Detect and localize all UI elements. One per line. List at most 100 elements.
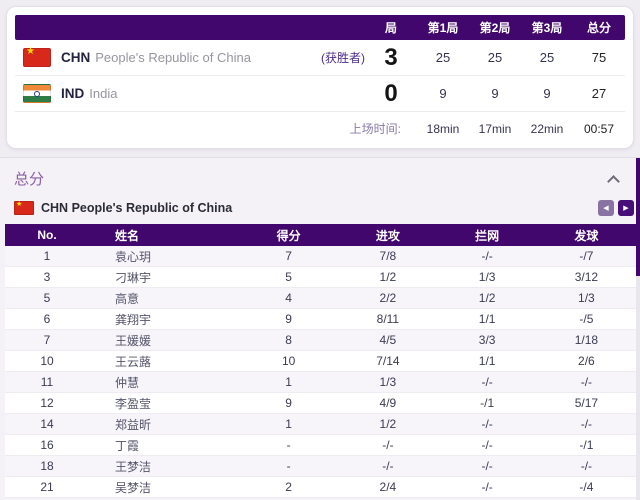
- player-attack: 7/14: [376, 354, 400, 368]
- player-number: 16: [40, 438, 54, 452]
- team-code-ind: IND: [61, 86, 85, 101]
- col-header-set: 局: [384, 21, 397, 35]
- player-block: -/-: [481, 417, 493, 431]
- score-header-row: 局 第1局 第2局 第3局 总分: [15, 15, 625, 40]
- col-header-total: 总分: [586, 21, 611, 35]
- prev-team-button[interactable]: ◀: [598, 200, 614, 216]
- set3-time: 22min: [530, 121, 564, 136]
- col-header-no: No.: [37, 228, 57, 242]
- col-header-name: 姓名: [115, 228, 140, 243]
- player-block: -/1: [480, 396, 495, 410]
- next-team-button[interactable]: ▶: [618, 200, 634, 216]
- scrollbar-thumb[interactable]: [636, 158, 640, 276]
- player-number: 14: [40, 417, 54, 431]
- player-points: 5: [285, 270, 292, 284]
- table-row: 3 刁琳宇 5 1/2 1/3 3/12: [5, 267, 636, 288]
- team-name-ind: IND India: [61, 86, 303, 101]
- table-row: 7 王媛媛 8 4/5 3/3 1/18: [5, 330, 636, 351]
- player-attack: 4/5: [379, 333, 397, 347]
- table-row: 12 李盈莹 9 4/9 -/1 5/17: [5, 393, 636, 414]
- player-block: -/-: [481, 480, 493, 494]
- set1-score-ind: 9: [439, 86, 447, 101]
- player-points: -: [286, 438, 291, 452]
- player-points: 1: [285, 417, 292, 431]
- player-serve: -/7: [579, 249, 594, 263]
- player-block: -/-: [481, 459, 493, 473]
- player-serve: -/-: [580, 459, 593, 473]
- player-points: 9: [285, 396, 292, 410]
- player-points: 4: [285, 291, 292, 305]
- player-number: 10: [40, 354, 54, 368]
- player-points: 7: [285, 249, 292, 263]
- total-score-chn: 75: [591, 50, 607, 65]
- set2-score-ind: 9: [491, 86, 499, 101]
- col-header-set1: 第1局: [427, 21, 459, 35]
- set1-time: 18min: [426, 121, 460, 136]
- player-attack: 4/9: [379, 396, 397, 410]
- table-row: 11 仲慧 1 1/3 -/- -/-: [5, 372, 636, 393]
- set2-score-chn: 25: [487, 50, 503, 65]
- stats-team-name: People's Republic of China: [71, 201, 233, 215]
- sets-won-chn: 3: [384, 43, 398, 71]
- team-fullname-chn: People's Republic of China: [95, 50, 251, 65]
- player-name: 吴梦洁: [115, 480, 152, 495]
- table-row: 18 王梦洁 - -/- -/- -/-: [5, 456, 636, 477]
- player-serve: -/-: [580, 417, 593, 431]
- player-number: 3: [43, 270, 51, 284]
- player-name: 郑益昕: [115, 417, 152, 432]
- col-header-block: 拦网: [475, 228, 500, 243]
- player-number: 21: [40, 480, 54, 494]
- player-attack: 2/4: [379, 480, 397, 494]
- stats-team-label: CHN People's Republic of China: [41, 201, 594, 215]
- player-number: 5: [43, 291, 51, 305]
- set3-score-chn: 25: [539, 50, 555, 65]
- player-name: 王云蕗: [115, 354, 152, 369]
- player-serve: -/5: [579, 312, 594, 326]
- player-number: 11: [40, 375, 54, 389]
- china-flag-star: ★: [26, 46, 35, 57]
- player-points: 10: [281, 354, 296, 368]
- team-code-chn: CHN: [61, 50, 91, 65]
- team-row-ind: IND India 0 9 9 9 27: [7, 76, 633, 111]
- match-score-card: 局 第1局 第2局 第3局 总分 ★ CHN People's Republic …: [6, 6, 634, 149]
- col-header-serve: 发球: [574, 228, 599, 243]
- section-title: 总分: [14, 171, 45, 188]
- team-fullname-ind: India: [89, 86, 118, 101]
- section-title-row: 总分: [0, 158, 640, 193]
- player-block: 1/2: [478, 291, 496, 305]
- china-flag-icon-small: ★: [14, 201, 34, 215]
- player-block: 1/1: [478, 312, 496, 326]
- player-block: -/-: [481, 438, 493, 452]
- stats-table-body: 1 袁心玥 7 7/8 -/- -/7 3 刁琳宇 5 1/2 1/3 3/12…: [5, 246, 636, 498]
- stats-table-header: No. 姓名 得分 进攻 拦网 发球: [5, 224, 636, 246]
- player-block: 3/3: [478, 333, 496, 347]
- team-row-chn: ★ CHN People's Republic of China (获胜者) 3 …: [7, 40, 633, 75]
- col-header-set2: 第2局: [479, 21, 511, 35]
- player-serve: -/4: [579, 480, 594, 494]
- player-attack: -/-: [382, 459, 394, 473]
- player-block: -/-: [481, 249, 493, 263]
- winner-tag: (获胜者): [321, 51, 365, 65]
- player-number: 6: [43, 312, 51, 326]
- india-flag-icon: [23, 84, 51, 103]
- player-attack: 7/8: [379, 249, 397, 263]
- player-block: 1/1: [478, 354, 496, 368]
- player-points: 1: [285, 375, 292, 389]
- player-serve: -/1: [579, 438, 594, 452]
- set3-score-ind: 9: [543, 86, 551, 101]
- player-serve: 1/3: [578, 291, 595, 305]
- table-row: 1 袁心玥 7 7/8 -/- -/7: [5, 246, 636, 267]
- collapse-chevron-up-icon[interactable]: [607, 174, 620, 188]
- player-points: 8: [285, 333, 292, 347]
- player-name: 仲慧: [115, 375, 140, 390]
- table-row: 5 高意 4 2/2 1/2 1/3: [5, 288, 636, 309]
- set2-time: 17min: [478, 121, 512, 136]
- player-attack: -/-: [382, 438, 394, 452]
- table-row: 10 王云蕗 10 7/14 1/1 2/6: [5, 351, 636, 372]
- playing-time-row: 上场时间: 18min 17min 22min 00:57: [7, 112, 633, 145]
- china-flag-star-small: ★: [16, 201, 23, 208]
- scrollbar-track[interactable]: [636, 158, 640, 500]
- player-points: 9: [285, 312, 292, 326]
- player-attack: 8/11: [376, 312, 400, 326]
- player-name: 龚翔宇: [115, 312, 152, 327]
